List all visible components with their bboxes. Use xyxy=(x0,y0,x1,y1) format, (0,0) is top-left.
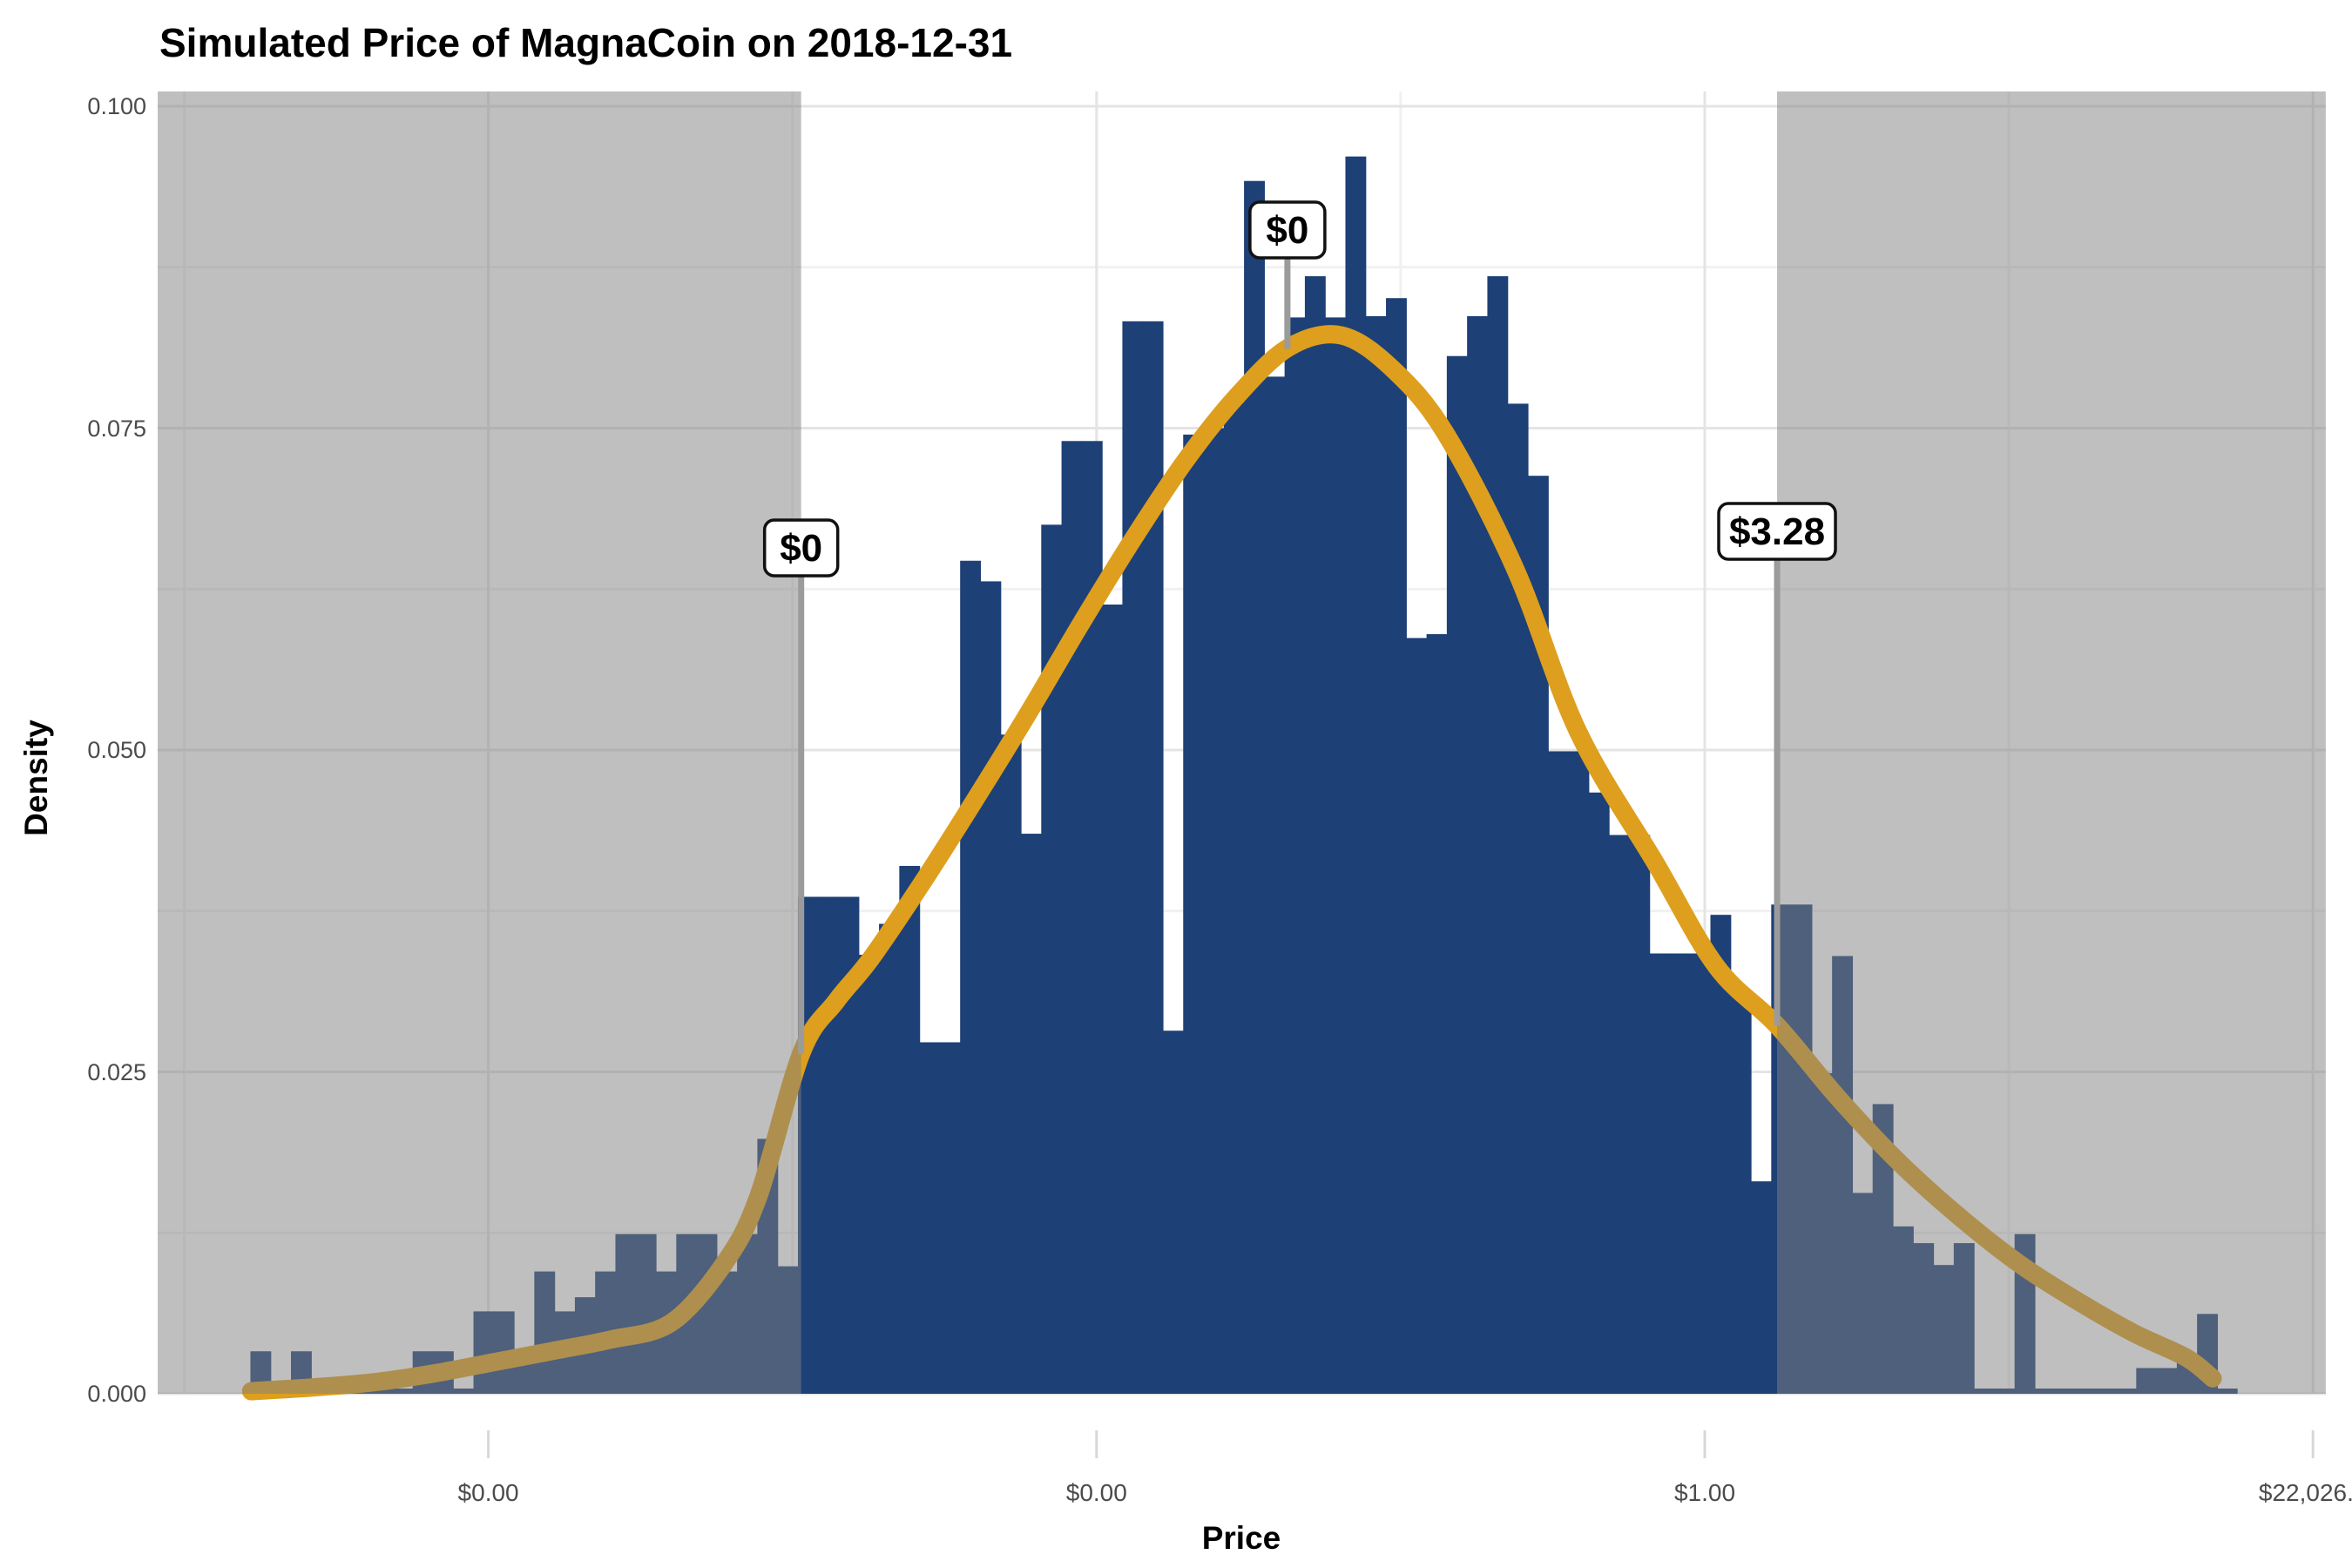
x-axis-title: Price xyxy=(1201,1520,1281,1556)
histogram-bar xyxy=(818,896,840,1394)
histogram-bar xyxy=(1021,834,1042,1394)
histogram-bar xyxy=(980,581,1002,1394)
annotation-labels: $0 $0 $3.28 xyxy=(762,200,1837,578)
histogram-bar xyxy=(1365,315,1387,1394)
annotation-text: $0 xyxy=(1266,209,1308,252)
histogram-bar xyxy=(1122,321,1144,1395)
y-tick-label: 0.075 xyxy=(87,415,146,442)
histogram-bar xyxy=(1548,751,1570,1394)
histogram-bar xyxy=(1751,1181,1772,1394)
histogram-bar xyxy=(1507,403,1529,1395)
histogram-bar xyxy=(1041,524,1063,1394)
annotation-box xyxy=(1248,200,1327,260)
histogram-bar xyxy=(1426,633,1448,1394)
y-tick-label: 0.050 xyxy=(87,737,146,763)
histogram-bar xyxy=(1162,1031,1184,1394)
x-tick-label: $22,026.4 xyxy=(2258,1479,2352,1506)
histogram-bar xyxy=(1142,321,1164,1395)
histogram-bar xyxy=(1730,994,1752,1394)
histogram-bar xyxy=(1588,792,1610,1394)
histogram-bar xyxy=(858,955,880,1394)
histogram-bar xyxy=(1000,734,1022,1394)
annotation-box xyxy=(1717,502,1837,561)
histogram-bar xyxy=(1244,180,1265,1394)
confidence-shade-bands xyxy=(158,91,2326,1394)
annotation-text: $3.28 xyxy=(1729,510,1825,553)
histogram-bar xyxy=(1386,298,1407,1395)
histogram-bar xyxy=(1183,434,1205,1394)
histogram-bar xyxy=(1609,835,1630,1394)
histogram-bar xyxy=(1081,441,1103,1394)
histogram-bar xyxy=(1568,751,1590,1394)
histogram-bar xyxy=(939,1042,961,1394)
shade-band xyxy=(158,91,801,1394)
annotation-box xyxy=(762,518,840,578)
histogram-bar xyxy=(1102,604,1124,1394)
histogram-bar xyxy=(1345,156,1367,1395)
histogram-bar xyxy=(1406,638,1428,1394)
histogram-bar xyxy=(1304,276,1326,1395)
histogram-bar xyxy=(1629,835,1651,1394)
y-axis-title: Density xyxy=(18,720,54,836)
y-tick-label: 0.100 xyxy=(87,93,146,119)
annotation-lines xyxy=(798,258,1781,1054)
histogram-bar xyxy=(899,866,921,1394)
histogram-bar xyxy=(1061,441,1083,1394)
x-tick-label: $0.00 xyxy=(457,1479,519,1506)
histogram-bar xyxy=(879,923,900,1394)
histogram-bar xyxy=(1527,476,1549,1394)
shade-band xyxy=(1777,91,2326,1394)
histogram-bar xyxy=(1710,915,1732,1394)
histogram-bar xyxy=(1487,276,1509,1395)
annotation-text: $0 xyxy=(780,527,822,570)
y-tick-label: 0.025 xyxy=(87,1058,146,1085)
chart-title: Simulated Price of MagnaCoin on 2018-12-… xyxy=(159,20,1013,65)
histogram-bar xyxy=(1325,317,1347,1395)
histogram-bar xyxy=(1284,317,1306,1395)
x-tick-label: $0.00 xyxy=(1065,1479,1127,1506)
histogram-bar xyxy=(1446,355,1468,1395)
histogram-bar xyxy=(1649,953,1671,1394)
histogram-bar xyxy=(1669,953,1691,1394)
histogram-bar xyxy=(1264,376,1286,1394)
histogram-bar xyxy=(838,896,860,1394)
histogram-bar xyxy=(1203,428,1225,1394)
histogram-bar xyxy=(960,560,982,1394)
x-tick-label: $1.00 xyxy=(1673,1479,1736,1506)
histogram-bar xyxy=(1467,315,1489,1394)
histogram-bar xyxy=(919,1042,941,1394)
histogram-baseline xyxy=(250,1389,2238,1394)
histogram-bar xyxy=(1223,402,1245,1395)
x-axis-tick-marks xyxy=(487,1430,2315,1458)
y-tick-label: 0.000 xyxy=(87,1381,146,1407)
histogram-bar xyxy=(1690,953,1712,1394)
